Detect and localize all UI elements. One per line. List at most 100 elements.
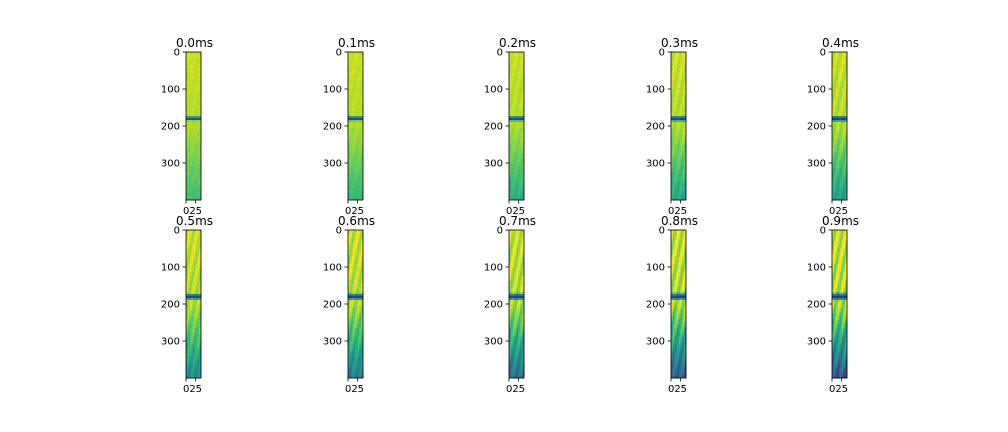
heatmap-cell [682,60,685,63]
heatmap-cell [359,156,362,159]
heatmap-cell [514,82,517,85]
heatmap-cell [191,92,194,95]
heatmap-cell [195,54,198,57]
heatmap-cell [351,96,354,99]
heatmap-cell [195,102,198,105]
heatmap-cell [361,338,364,341]
heatmap-cell [349,166,353,169]
heatmap-cell [351,188,354,191]
heatmap-cell [193,54,196,57]
heatmap-cell [833,196,837,199]
heatmap-cell [512,96,515,99]
heatmap-cell [843,154,846,157]
heatmap-cell [514,356,517,359]
heatmap-cell [191,88,194,91]
heatmap-cell [186,182,189,185]
heatmap-cell [191,258,194,261]
heatmap-cell [349,114,353,117]
heatmap-cell [522,294,525,297]
heatmap-cell [680,236,683,239]
heatmap-cell [522,282,525,285]
heatmap-cell [522,238,525,241]
heatmap-cell [514,332,517,335]
heatmap-cell [833,128,837,131]
heatmap-cell [353,272,356,275]
heatmap-cell [193,196,196,199]
heatmap-cell [843,186,846,189]
heatmap-cell [510,160,514,163]
heatmap-cell [353,344,356,347]
heatmap-cell [189,266,192,269]
heatmap-cell [832,178,835,181]
heatmap-cell [191,174,194,177]
heatmap-cell [833,54,837,57]
heatmap-cell [671,110,674,113]
heatmap-cell [361,364,364,367]
heatmap-cell [832,124,835,127]
heatmap-cell [359,282,362,285]
heatmap-cell [199,188,202,191]
heatmap-cell [348,342,351,345]
heatmap-cell [199,102,202,105]
heatmap-cell [512,316,515,319]
heatmap-cell [348,160,351,163]
heatmap-cell [684,138,687,141]
heatmap-cell [837,174,840,177]
heatmap-cell [197,168,200,171]
heatmap-cell [361,56,364,59]
heatmap-cell [195,152,198,155]
heatmap-cell [510,370,514,373]
heatmap-cell [678,264,681,267]
heatmap-cell [359,342,362,345]
heatmap-cell [351,278,354,281]
heatmap-cell [357,186,360,189]
heatmap-cell [349,130,353,133]
heatmap-cell [348,270,351,273]
heatmap-cell [832,88,835,91]
heatmap-cell [843,72,846,75]
heatmap-cell [189,58,192,61]
heatmap-cell [522,286,525,289]
heatmap-cell [516,180,519,183]
heatmap-cell [678,108,681,111]
heatmap-cell [522,356,525,359]
heatmap-cell [676,80,679,83]
heatmap-cell [841,152,844,155]
heatmap-cell [349,120,353,123]
heatmap-cell [189,186,192,189]
heatmap-cell [835,114,838,117]
heatmap-cell [191,78,194,81]
heatmap-cell [353,156,356,159]
heatmap-cell [510,128,514,131]
heatmap-cell [191,312,194,315]
heatmap-cell [835,152,838,155]
heatmap-cell [841,176,844,179]
heatmap-cell [516,186,519,189]
heatmap-cell [522,348,525,351]
heatmap-cell [195,324,198,327]
heatmap-cell [351,286,354,289]
heatmap-cell [676,250,679,253]
heatmap-cell [520,134,523,137]
heatmap-cell [359,272,362,275]
heatmap-cell [353,284,356,287]
heatmap-cell [349,356,353,359]
heatmap-cell [357,340,360,343]
heatmap-cell [518,118,521,121]
heatmap-cell [361,356,364,359]
heatmap-cell [676,112,679,115]
heatmap-cell [355,344,358,347]
heatmap-cell [837,68,840,71]
heatmap-cell [520,130,523,133]
heatmap-cell [841,94,844,97]
heatmap-cell [197,166,200,169]
heatmap-cell [684,178,687,181]
heatmap-cell [843,90,846,93]
heatmap-cell [353,302,356,305]
heatmap-cell [512,354,515,357]
heatmap-cell [672,132,676,135]
heatmap-cell [837,170,840,173]
heatmap-cell [349,308,353,311]
heatmap-cell [187,108,191,111]
heatmap-cell [187,240,191,243]
